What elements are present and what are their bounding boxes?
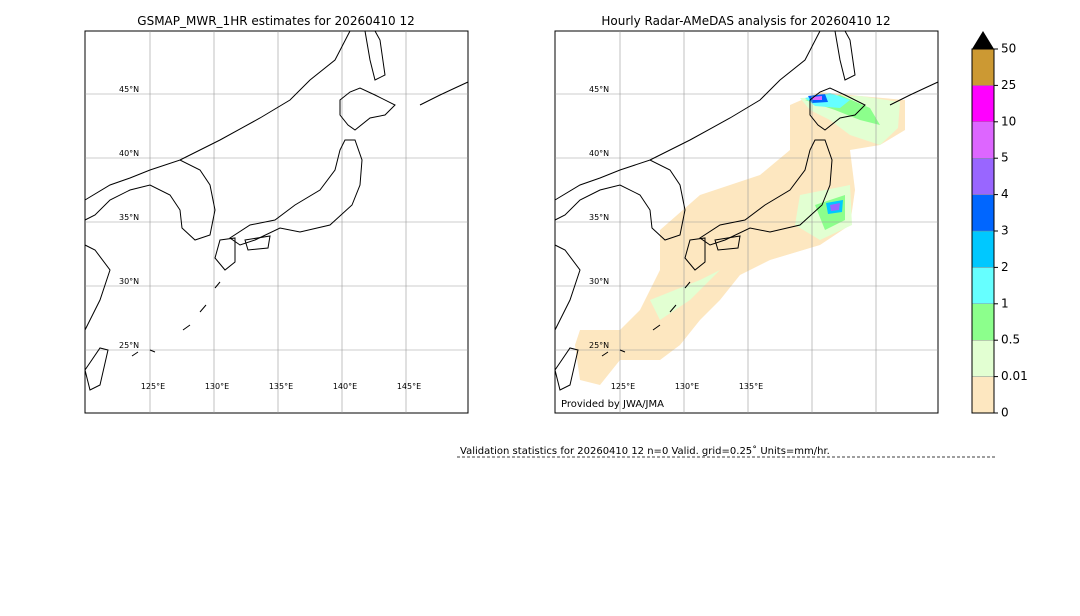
lat-label: 30°N	[119, 277, 139, 286]
lon-label: 125°E	[611, 382, 635, 391]
colorbar-label: 2	[1001, 260, 1009, 274]
credit: Provided by JWA/JMA	[561, 399, 664, 410]
lat-label: 45°N	[589, 85, 609, 94]
lon-label: 135°E	[269, 382, 293, 391]
right-map: Hourly Radar-AMeDAS analysis for 2026041…	[554, 14, 939, 414]
lat-label: 35°N	[589, 213, 609, 222]
lon-label: 140°E	[333, 382, 357, 391]
colorbar-label: 4	[1001, 187, 1009, 201]
colorbar-label: 3	[1001, 224, 1009, 238]
lat-label: 25°N	[119, 341, 139, 350]
colorbar-label: 50	[1001, 42, 1016, 56]
lat-label: 35°N	[119, 213, 139, 222]
color-band	[971, 230, 995, 268]
lat-label: 40°N	[589, 149, 609, 158]
lon-label: 145°E	[397, 382, 421, 391]
colorbar-label: 0.01	[1001, 369, 1028, 383]
lat-label: 25°N	[589, 341, 609, 350]
color-band	[971, 85, 995, 123]
colorbar-label: 0.5	[1001, 333, 1020, 347]
colorbar-label: 5	[1001, 151, 1009, 165]
lat-label: 30°N	[589, 277, 609, 286]
colorbar-label: 0	[1001, 406, 1009, 420]
lat-label: 45°N	[119, 85, 139, 94]
panel-title: GSMAP_MWR_1HR estimates for 20260410 12	[137, 14, 414, 28]
lon-label: 130°E	[205, 382, 229, 391]
left-map: GSMAP_MWR_1HR estimates for 20260410 12 …	[84, 14, 469, 414]
color-band	[971, 340, 995, 377]
color-band	[971, 267, 995, 304]
lon-label: 135°E	[739, 382, 763, 391]
color-band	[971, 121, 995, 159]
colorbar-label: 10	[1001, 114, 1016, 128]
color-band	[971, 48, 995, 86]
colorbar: 0 0.01 0.5 1 2 3 4 5 10 25 50	[971, 31, 1028, 420]
validation-text: Validation statistics for 20260410 12 n=…	[460, 445, 830, 457]
color-band	[971, 376, 995, 414]
colorbar-label: 25	[1001, 78, 1016, 92]
lon-label: 130°E	[675, 382, 699, 391]
extend-arrow	[972, 31, 994, 49]
lon-label: 125°E	[141, 382, 165, 391]
color-band	[971, 194, 995, 232]
lat-label: 40°N	[119, 149, 139, 158]
color-band	[971, 303, 995, 341]
colorbar-label: 1	[1001, 296, 1009, 310]
color-band	[971, 157, 995, 195]
panel-title: Hourly Radar-AMeDAS analysis for 2026041…	[601, 14, 890, 28]
